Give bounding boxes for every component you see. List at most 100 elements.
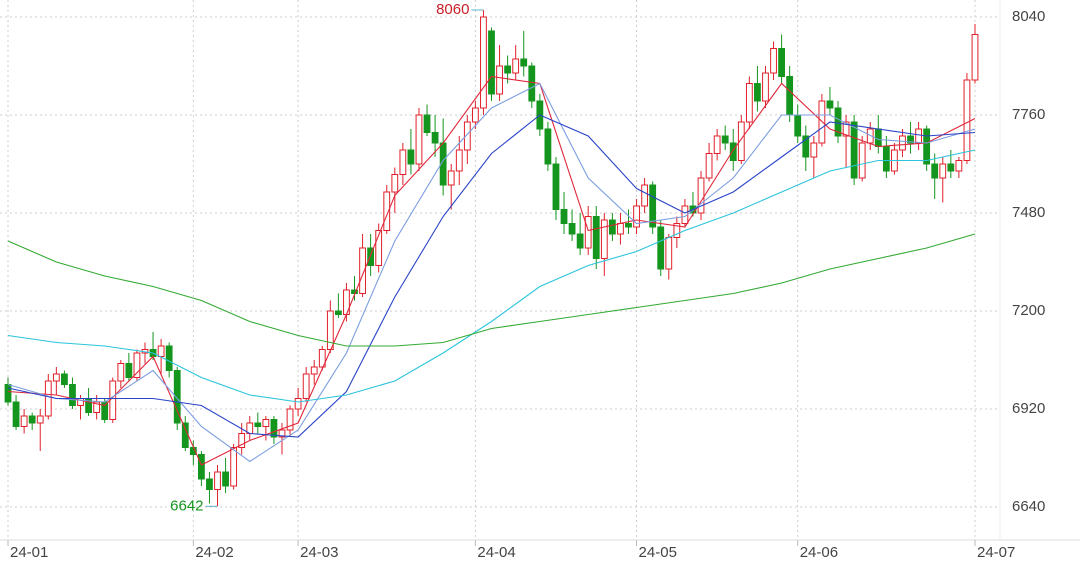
candle-body: [262, 419, 270, 427]
candle-body: [399, 149, 407, 175]
candle-body: [560, 209, 568, 224]
ma-line: [7, 75, 976, 466]
y-tick-label: 7760: [1012, 106, 1045, 123]
candle-body: [375, 230, 383, 266]
candle-body: [649, 184, 657, 228]
y-tick-label: 7200: [1012, 302, 1045, 319]
x-tick-label: 24-07: [977, 544, 1015, 561]
candle-body: [754, 83, 761, 102]
candle-body: [181, 422, 189, 448]
candle-body: [93, 401, 101, 413]
candle-body: [52, 373, 60, 382]
candle-body: [222, 471, 229, 487]
ma-line: [7, 149, 976, 403]
x-tick-label: 24-03: [300, 544, 338, 561]
candle-body: [36, 415, 44, 424]
candle-body: [826, 100, 834, 109]
candle-body: [584, 216, 592, 249]
candle-body: [850, 121, 858, 179]
candle-body: [963, 79, 971, 161]
candle-body: [721, 135, 729, 144]
candle-body: [318, 349, 326, 368]
candle-body: [923, 128, 931, 165]
candle-body: [61, 373, 68, 385]
candle-body: [882, 146, 890, 172]
candle-body: [778, 48, 786, 77]
candle-body: [576, 233, 584, 249]
candle-body: [488, 30, 495, 95]
candle-body: [737, 121, 745, 161]
candle-body: [762, 72, 769, 102]
candle-body: [326, 310, 334, 350]
candle-body: [705, 153, 713, 179]
candle-body: [600, 219, 608, 259]
candle-body: [810, 142, 818, 158]
candle-body: [697, 177, 705, 214]
candle-body: [157, 345, 165, 357]
candle-body: [214, 471, 221, 490]
candle-body: [28, 415, 36, 424]
candle-body: [133, 352, 141, 378]
candle-body: [745, 83, 753, 123]
candle-body: [407, 149, 415, 165]
candle-body: [568, 223, 576, 235]
candle-body: [302, 373, 310, 399]
candle-body: [617, 223, 624, 235]
candle-body: [230, 447, 238, 487]
candle-body: [955, 160, 963, 172]
candle-body: [206, 478, 213, 490]
candle-body: [334, 310, 342, 315]
candle-body: [4, 384, 12, 403]
candle-body: [625, 223, 632, 228]
candle-body: [874, 128, 882, 147]
candle-body: [480, 16, 487, 109]
candle-body: [270, 419, 278, 438]
candle-body: [69, 384, 76, 406]
candle-body: [794, 114, 802, 137]
candle-body: [44, 380, 52, 417]
ma-line: [7, 114, 976, 438]
candle-body: [786, 76, 794, 116]
candle-body: [544, 128, 552, 165]
candle-body: [673, 223, 681, 238]
candle-body: [552, 163, 560, 210]
annotation-label: 6642: [170, 497, 203, 514]
candle-body: [665, 237, 673, 270]
candle-body: [608, 219, 616, 235]
candle-body: [117, 363, 125, 382]
candle-body: [455, 149, 463, 172]
candle-body: [496, 65, 503, 95]
candle-body: [125, 363, 133, 378]
candle-body: [713, 135, 721, 154]
candle-body: [939, 163, 947, 179]
candle-body: [657, 226, 665, 270]
x-tick-label: 24-01: [10, 544, 48, 561]
candle-body: [947, 163, 955, 172]
candle-body: [641, 184, 649, 207]
candle-body: [834, 107, 842, 137]
candle-body: [512, 58, 520, 74]
candle-body: [20, 415, 28, 427]
candle-body: [592, 216, 600, 259]
candle-body: [359, 247, 366, 294]
candle-body: [471, 107, 479, 123]
candle-body: [310, 366, 318, 375]
candle-body: [238, 433, 246, 448]
candle-body: [633, 205, 640, 228]
candle-body: [294, 398, 302, 410]
ma-line: [7, 82, 976, 463]
candle-body: [431, 132, 439, 144]
x-tick-label: 24-05: [639, 544, 677, 561]
candle-body: [899, 135, 906, 151]
x-tick-label: 24-04: [477, 544, 515, 561]
candle-body: [802, 135, 810, 158]
candle-body: [729, 142, 737, 161]
candle-body: [907, 135, 914, 144]
candle-body: [528, 65, 536, 102]
ma-line: [7, 233, 976, 347]
candle-body: [423, 114, 431, 133]
candle-body: [367, 247, 375, 266]
candle-body: [173, 370, 181, 424]
candle-body: [971, 34, 979, 81]
